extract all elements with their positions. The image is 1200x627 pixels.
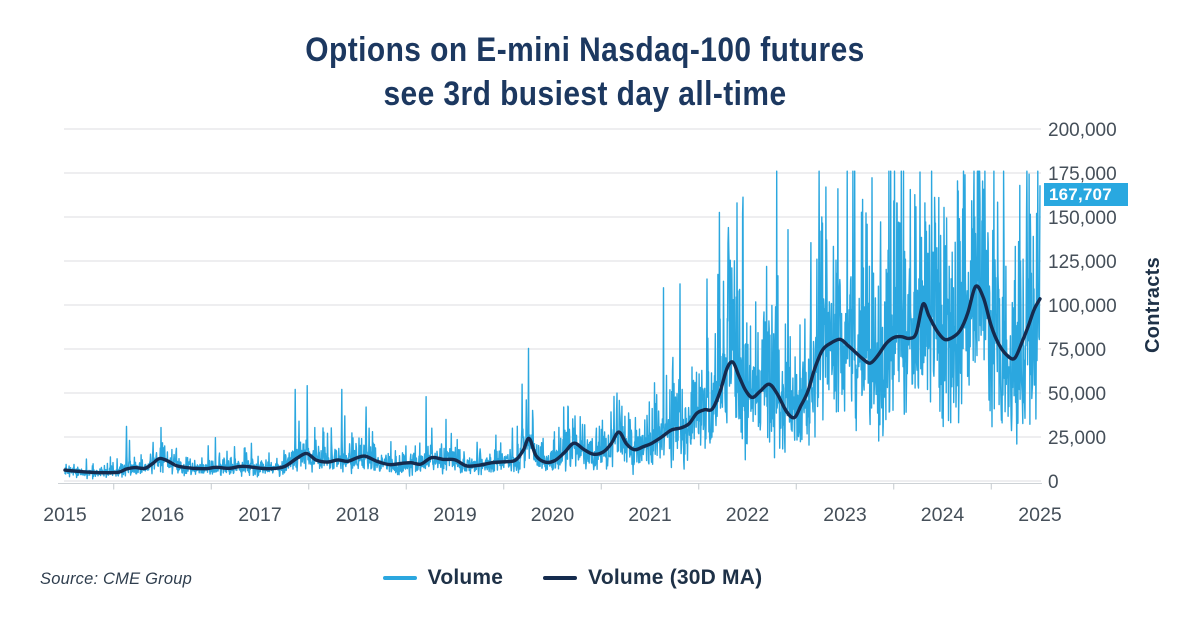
legend-item-volume-ma: Volume (30D MA) <box>543 566 762 590</box>
last-value-tag: 167,707 <box>1044 183 1128 206</box>
y-tick-label: 50,000 <box>1048 384 1106 405</box>
x-tick-label: 2016 <box>141 504 184 526</box>
legend-label-volume-ma: Volume (30D MA) <box>588 566 763 589</box>
x-tick-label: 2015 <box>43 504 87 526</box>
ma-series-line <box>63 284 1042 475</box>
ma-line-swatch <box>543 576 578 580</box>
volume-series-line <box>64 170 1041 480</box>
legend-label-volume: Volume <box>427 566 504 589</box>
y-axis-labels: 0 25,000 50,000 75,000 100,000 125,000 150,000… <box>1048 120 1117 493</box>
y-tick-label: 100,000 <box>1048 296 1117 317</box>
x-tick-label: 2022 <box>726 504 769 526</box>
x-tick-label: 2018 <box>336 504 379 526</box>
y-axis-title: Contracts <box>1142 256 1164 354</box>
x-tick-label: 2025 <box>1018 504 1062 526</box>
x-tick-label: 2019 <box>433 504 476 526</box>
x-tick-label: 2023 <box>823 504 866 526</box>
x-tick-label: 2020 <box>531 504 575 526</box>
title-line-2: see 3rd busiest day all-time <box>383 75 787 114</box>
y-tick-label: 175,000 <box>1048 164 1117 185</box>
y-tick-label: 125,000 <box>1048 252 1117 273</box>
source-note: Source: CME Group <box>40 570 192 588</box>
y-tick-label: 75,000 <box>1048 340 1106 361</box>
y-tick-label: 0 <box>1048 472 1059 493</box>
legend: Volume Volume (30D MA) <box>0 566 1200 590</box>
x-tick-label: 2024 <box>921 504 965 526</box>
page-title: Options on E-mini Nasdaq-100 futures see… <box>0 28 1170 116</box>
y-tick-label: 200,000 <box>1048 120 1117 141</box>
y-tick-label: 150,000 <box>1048 208 1117 229</box>
title-line-1: Options on E-mini Nasdaq-100 futures <box>305 31 865 69</box>
y-tick-label: 25,000 <box>1048 428 1106 449</box>
legend-item-volume: Volume <box>382 566 504 590</box>
x-tick-label: 2021 <box>628 504 671 526</box>
x-tick-label: 2017 <box>238 504 281 526</box>
x-axis-labels: 2015 2016 2017 2018 2019 2020 2021 2022 2023 2024… <box>43 504 1062 526</box>
volume-line-swatch <box>382 576 417 580</box>
x-axis <box>58 483 1042 490</box>
